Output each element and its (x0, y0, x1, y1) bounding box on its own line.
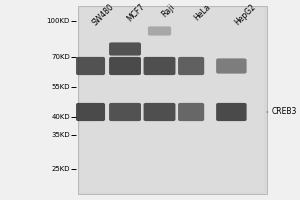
FancyBboxPatch shape (109, 42, 141, 56)
Text: HepG2: HepG2 (233, 2, 257, 27)
FancyBboxPatch shape (76, 57, 105, 75)
FancyBboxPatch shape (144, 57, 175, 75)
Text: MCF7: MCF7 (125, 2, 146, 23)
Text: SW480: SW480 (91, 2, 116, 27)
FancyBboxPatch shape (216, 58, 247, 74)
Text: 25KD: 25KD (51, 166, 70, 172)
Text: HeLa: HeLa (193, 2, 213, 22)
FancyBboxPatch shape (109, 57, 141, 75)
Text: 55KD: 55KD (51, 84, 70, 90)
FancyBboxPatch shape (148, 26, 171, 36)
FancyBboxPatch shape (178, 103, 204, 121)
Text: 35KD: 35KD (51, 132, 70, 138)
FancyBboxPatch shape (80, 8, 264, 192)
FancyBboxPatch shape (178, 57, 204, 75)
FancyBboxPatch shape (109, 103, 141, 121)
Text: 70KD: 70KD (51, 54, 70, 60)
FancyBboxPatch shape (216, 103, 247, 121)
FancyBboxPatch shape (78, 6, 267, 194)
Text: 40KD: 40KD (51, 114, 70, 120)
Text: CREB3: CREB3 (272, 108, 297, 116)
FancyBboxPatch shape (144, 103, 175, 121)
Text: Raji: Raji (160, 2, 176, 19)
FancyBboxPatch shape (76, 103, 105, 121)
Text: 100KD: 100KD (46, 18, 70, 24)
